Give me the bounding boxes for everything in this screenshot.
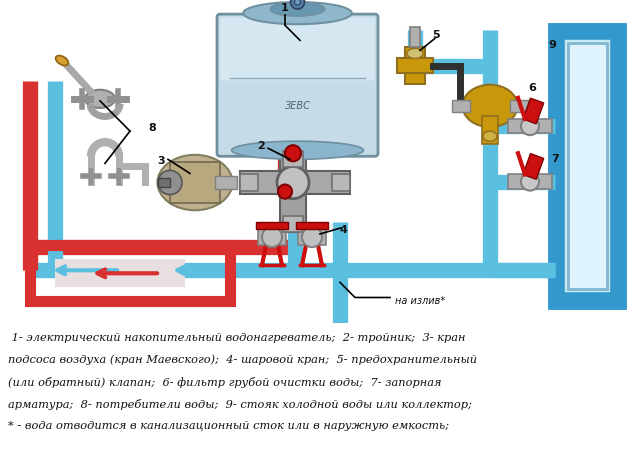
Text: 5: 5: [432, 30, 439, 40]
Bar: [215, 177, 237, 189]
Ellipse shape: [56, 55, 68, 65]
Bar: [568, 43, 607, 290]
Bar: [170, 162, 220, 203]
Text: 9: 9: [548, 41, 556, 50]
Text: 2: 2: [257, 141, 265, 151]
Bar: [55, 259, 185, 287]
Text: 8: 8: [148, 123, 156, 133]
Bar: [283, 216, 303, 232]
Bar: [482, 116, 498, 144]
Ellipse shape: [85, 90, 115, 108]
Circle shape: [521, 172, 539, 190]
Bar: [158, 178, 170, 187]
Text: 1- электрический накопительный водонагреватель;  2- тройник;  3- кран: 1- электрический накопительный водонагре…: [8, 332, 465, 343]
Text: ЗЕВС: ЗЕВС: [285, 100, 311, 111]
Bar: [240, 171, 350, 194]
Circle shape: [278, 184, 292, 199]
Bar: [510, 100, 528, 112]
Bar: [452, 100, 470, 112]
Circle shape: [295, 0, 301, 5]
Ellipse shape: [157, 155, 233, 210]
Text: 4: 4: [340, 225, 348, 235]
Bar: [523, 154, 544, 179]
Bar: [298, 229, 326, 245]
Bar: [555, 30, 620, 302]
Text: арматура;  8- потребители воды;  9- стояк холодной воды или коллектор;: арматура; 8- потребители воды; 9- стояк …: [8, 399, 472, 410]
Ellipse shape: [231, 141, 363, 160]
Bar: [410, 27, 420, 47]
Circle shape: [262, 227, 282, 247]
Text: * - вода отводится в канализационный сток или в наружную емкость;: * - вода отводится в канализационный сто…: [8, 421, 449, 431]
Bar: [296, 222, 328, 229]
Ellipse shape: [483, 131, 497, 141]
Bar: [405, 47, 425, 84]
Bar: [280, 151, 306, 232]
Bar: [332, 174, 350, 190]
Bar: [256, 222, 288, 229]
Text: 3: 3: [157, 156, 165, 166]
Bar: [30, 245, 230, 301]
Circle shape: [277, 166, 309, 199]
Text: http://...olod.u.: http://...olod.u.: [281, 222, 339, 231]
Bar: [258, 229, 286, 245]
Text: на излив*: на излив*: [395, 296, 445, 306]
FancyBboxPatch shape: [217, 14, 378, 156]
Ellipse shape: [270, 2, 325, 16]
Ellipse shape: [462, 85, 517, 127]
Text: 7: 7: [551, 154, 559, 164]
Bar: [397, 59, 433, 73]
Circle shape: [158, 171, 182, 195]
Ellipse shape: [407, 48, 423, 59]
Bar: [508, 119, 552, 133]
Text: 6: 6: [528, 83, 536, 93]
Circle shape: [521, 117, 539, 135]
Bar: [240, 174, 258, 190]
Ellipse shape: [243, 2, 352, 24]
Bar: [562, 37, 613, 296]
Text: подсоса воздуха (кран Маевского);  4- шаровой кран;  5- предохранительный: подсоса воздуха (кран Маевского); 4- шар…: [8, 355, 477, 365]
Circle shape: [285, 145, 301, 161]
Bar: [283, 151, 303, 167]
Text: (или обратный) клапан;  6- фильтр грубой очистки воды;  7- запорная: (или обратный) клапан; 6- фильтр грубой …: [8, 377, 441, 388]
FancyBboxPatch shape: [220, 18, 375, 80]
Bar: [523, 98, 544, 124]
Circle shape: [290, 0, 304, 9]
Bar: [508, 174, 552, 189]
Text: 1: 1: [281, 3, 289, 13]
Circle shape: [302, 227, 322, 247]
